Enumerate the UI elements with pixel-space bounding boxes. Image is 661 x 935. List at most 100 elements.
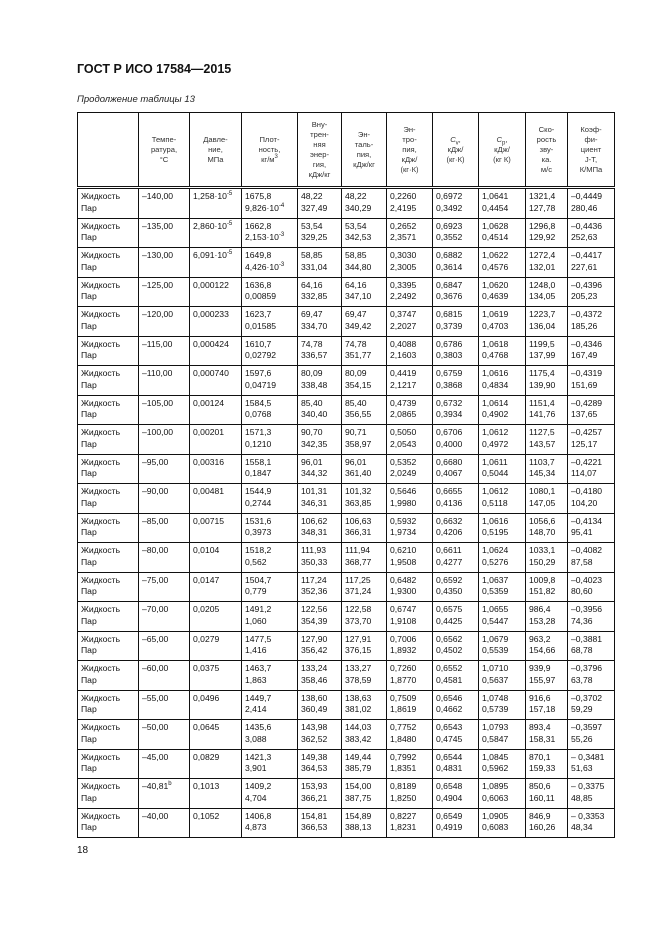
enthalpy-cell: 127,91 376,15 bbox=[341, 630, 387, 661]
enthalpy-liquid: 149,44 bbox=[345, 751, 372, 762]
density-liquid: 1409,2 bbox=[245, 781, 272, 791]
pressure-cell: 0,00715 bbox=[189, 512, 242, 543]
density-cell: 1504,7 0,779 bbox=[241, 571, 298, 602]
phase-liquid: Жидкость bbox=[81, 515, 121, 526]
phase-vapor: Пар bbox=[81, 733, 97, 744]
cv-liquid: 0,6546 bbox=[436, 692, 463, 703]
pressure-value: 0,000424 bbox=[193, 338, 229, 349]
entropy-liquid: 0,5050 bbox=[390, 427, 417, 437]
cp-vapor: 0,4703 bbox=[482, 320, 509, 331]
internal-energy-liquid: 138,60 bbox=[301, 692, 328, 703]
cv-cell: 0,6562 0,4502 bbox=[432, 630, 479, 661]
entropy-vapor: 2,3005 bbox=[390, 261, 417, 272]
density-vapor-value: 4,704 bbox=[245, 792, 267, 803]
sound-speed-liquid: 1127,5 bbox=[529, 427, 555, 437]
cp-liquid: 1,0793 bbox=[482, 722, 509, 732]
jt-coefficient-liquid: –0,3597 bbox=[571, 722, 603, 732]
sound-speed-cell: 939,9 155,97 bbox=[525, 660, 568, 691]
sound-speed-liquid: 986,4 bbox=[529, 604, 551, 614]
density-vapor-value: 2,153·10 bbox=[245, 232, 279, 242]
density-liquid: 1421,3 bbox=[245, 751, 272, 762]
entropy-cell: 0,7752 1,8480 bbox=[386, 719, 433, 750]
sound-speed-liquid: 1080,1 bbox=[529, 486, 556, 496]
temperature-value: –50,00 bbox=[142, 722, 169, 732]
sound-speed-vapor: 134,05 bbox=[529, 291, 556, 301]
internal-energy-cell: 64,16 332,85 bbox=[297, 276, 342, 307]
sound-speed-liquid: 1296,8 bbox=[529, 220, 556, 231]
cp-cell: 1,0679 0,5539 bbox=[478, 630, 526, 661]
density-vapor: 0,2744 bbox=[245, 498, 294, 510]
phase-liquid: Жидкость bbox=[81, 722, 121, 732]
cp-liquid: 1,0616 bbox=[482, 515, 509, 526]
phase-vapor: Пар bbox=[81, 497, 97, 508]
entropy-cell: 0,5646 1,9980 bbox=[386, 483, 433, 514]
sound-speed-vapor: 132,01 bbox=[529, 261, 556, 272]
cv-liquid: 0,6680 bbox=[436, 456, 463, 467]
density-liquid: 1544,9 bbox=[245, 486, 272, 496]
cv-cell: 0,6552 0,4581 bbox=[432, 660, 479, 691]
entropy-liquid: 0,2260 bbox=[390, 191, 417, 201]
cv-unit: , кДж/ (кг·К) bbox=[446, 134, 465, 164]
phase-vapor: Пар bbox=[81, 409, 97, 419]
cv-cell: 0,6575 0,4425 bbox=[432, 601, 479, 632]
cv-vapor: 0,4425 bbox=[436, 615, 463, 626]
internal-energy-vapor: 364,53 bbox=[301, 763, 328, 773]
jt-coefficient-cell: –0,4180 104,20 bbox=[567, 483, 615, 514]
sound-speed-cell: 986,4 153,28 bbox=[525, 601, 568, 632]
jt-coefficient-liquid: –0,4257 bbox=[571, 427, 603, 437]
jt-coefficient-vapor: 227,61 bbox=[571, 261, 598, 272]
col-header-cv: Cv, кДж/ (кг·К) bbox=[432, 112, 479, 189]
entropy-cell: 0,5932 1,9734 bbox=[386, 512, 433, 543]
sound-speed-cell: 1151,4 141,76 bbox=[525, 394, 568, 425]
enthalpy-liquid: 144,03 bbox=[345, 722, 372, 732]
density-label: Плот- ность, кг/м bbox=[258, 134, 281, 164]
pressure-value: 2,860·10 bbox=[193, 220, 227, 231]
pressure-value: 0,0645 bbox=[193, 722, 220, 732]
enthalpy-vapor: 363,85 bbox=[345, 497, 372, 508]
entropy-cell: 0,7509 1,8619 bbox=[386, 689, 433, 720]
pressure-cell: 0,0496 bbox=[189, 689, 242, 720]
density-vapor: 0,0768 bbox=[245, 409, 294, 421]
density-cell: 1463,7 1,863 bbox=[241, 660, 298, 691]
sound-speed-vapor: 160,26 bbox=[529, 822, 556, 832]
table-row: Жидкость Пар –110,00 0,000740 1597,6 0,04719 8… bbox=[77, 365, 615, 396]
cv-vapor: 0,3803 bbox=[436, 350, 463, 360]
internal-energy-cell: 149,38 364,53 bbox=[297, 748, 342, 779]
temperature-cell: –115,00 bbox=[138, 335, 190, 366]
temperature-cell: –60,00 bbox=[138, 660, 190, 691]
phase-liquid: Жидкость bbox=[81, 574, 121, 585]
phase-vapor: Пар bbox=[81, 792, 97, 803]
enthalpy-cell: 85,40 356,55 bbox=[341, 394, 387, 425]
jt-coefficient-liquid: –0,4396 bbox=[571, 279, 603, 290]
density-liquid: 1491,2 bbox=[245, 604, 272, 614]
enthalpy-cell: 101,32 363,85 bbox=[341, 483, 387, 514]
phase-cell: Жидкость Пар bbox=[77, 394, 139, 425]
enthalpy-liquid: 53,54 bbox=[345, 220, 367, 231]
cp-liquid: 1,0845 bbox=[482, 751, 509, 762]
pressure-value: 0,1052 bbox=[193, 810, 220, 821]
temperature-cell: –70,00 bbox=[138, 601, 190, 632]
sound-speed-liquid: 1321,4 bbox=[529, 191, 556, 201]
jt-coefficient-vapor: 137,65 bbox=[571, 409, 598, 419]
pressure-cell: 0,0279 bbox=[189, 630, 242, 661]
entropy-vapor: 1,8480 bbox=[390, 733, 417, 744]
table-row: Жидкость Пар –135,00 2,860·10-5 1662,8 2,153·… bbox=[77, 217, 615, 248]
footnote-mark: b bbox=[168, 781, 172, 787]
table-row: Жидкость Пар –40,00 0,1052 1406,8 4,873 154,81… bbox=[77, 807, 615, 838]
sound-speed-cell: 850,6 160,11 bbox=[525, 778, 568, 809]
enthalpy-liquid: 111,94 bbox=[345, 545, 371, 555]
temperature-value: –40,00 bbox=[142, 810, 169, 821]
enthalpy-vapor: 347,10 bbox=[345, 291, 372, 301]
phase-liquid: Жидкость bbox=[81, 279, 121, 290]
internal-energy-liquid: 64,16 bbox=[301, 279, 323, 290]
entropy-vapor: 2,4195 bbox=[390, 202, 417, 213]
jt-coefficient-cell: –0,4449 280,46 bbox=[567, 187, 615, 219]
phase-cell: Жидкость Пар bbox=[77, 571, 139, 602]
entropy-liquid: 0,4739 bbox=[390, 397, 417, 408]
internal-energy-liquid: 80,09 bbox=[301, 368, 323, 378]
cv-liquid: 0,6847 bbox=[436, 279, 463, 290]
phase-vapor: Пар bbox=[81, 645, 97, 655]
internal-energy-cell: 48,22 327,49 bbox=[297, 187, 342, 219]
enthalpy-cell: 117,25 371,24 bbox=[341, 571, 387, 602]
cv-cell: 0,6655 0,4136 bbox=[432, 483, 479, 514]
